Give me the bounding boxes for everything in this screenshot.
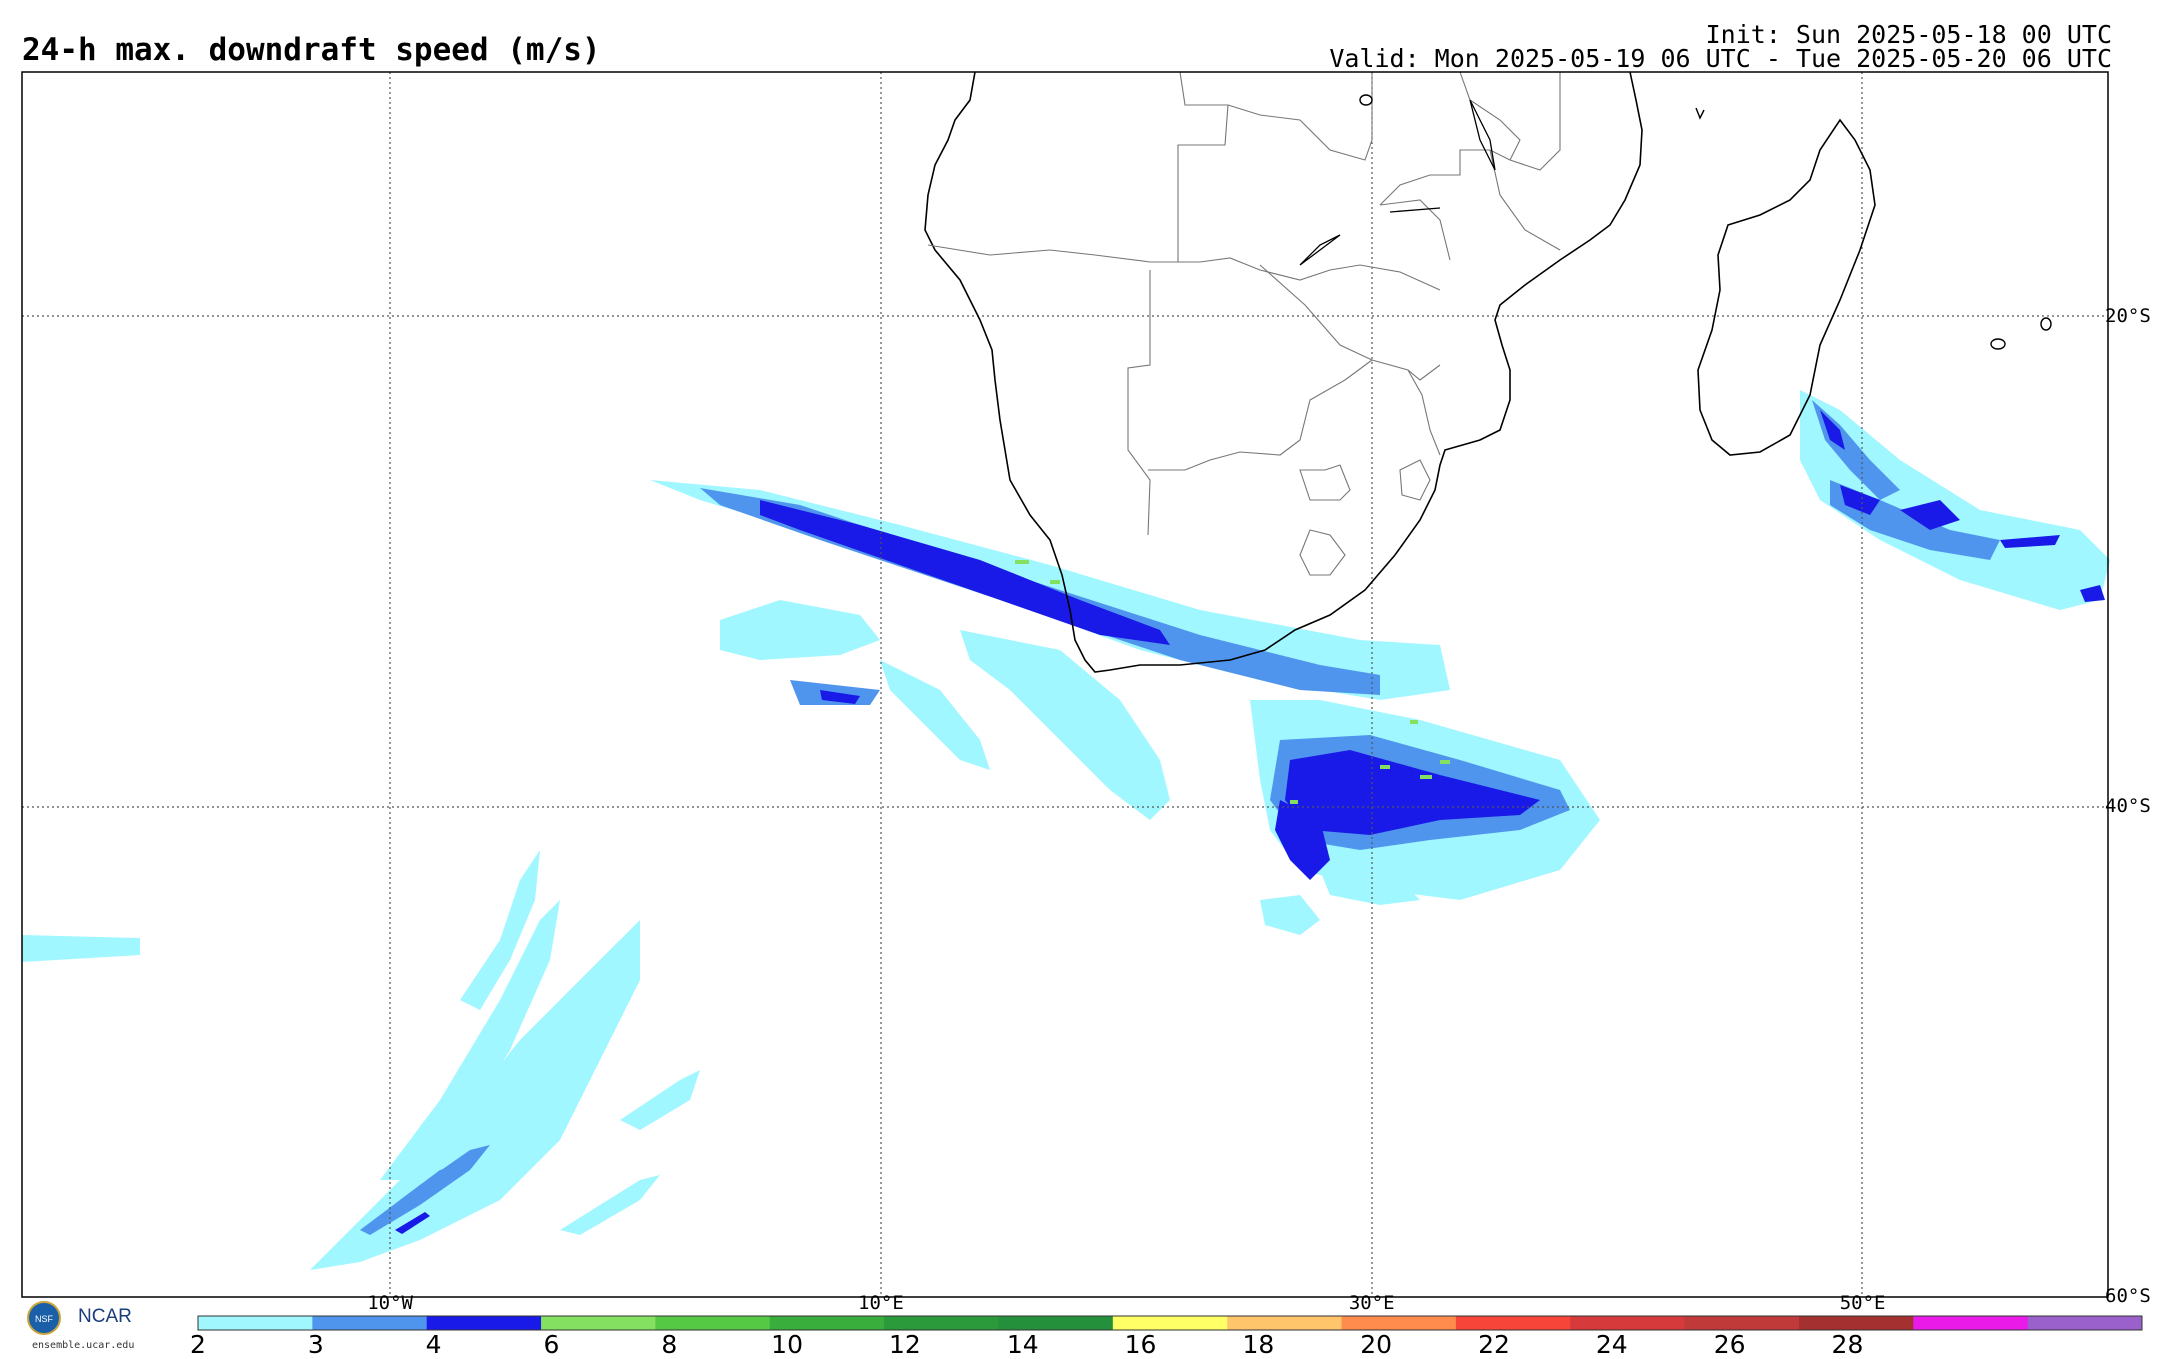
colorbar-tick-label: 3 xyxy=(307,1330,324,1359)
lat-label: 60°S xyxy=(2105,1285,2151,1307)
country-borders xyxy=(927,71,1561,576)
colorbar-tick-label: 10 xyxy=(771,1330,803,1359)
colorbar-tick-label: 12 xyxy=(889,1330,921,1359)
colorbar-tick-label: 6 xyxy=(543,1330,560,1359)
nsf-logo-text: NSF xyxy=(35,1314,54,1324)
colorbar-tick-label: 2 xyxy=(190,1330,206,1359)
colorbar-swatch xyxy=(2027,1316,2143,1330)
colorbar-swatch xyxy=(769,1316,885,1330)
colorbar-swatch xyxy=(1913,1316,2029,1330)
colorbar xyxy=(197,1315,2143,1331)
colorbar-swatch xyxy=(541,1316,656,1330)
map-title: 24-h max. downdraft speed (m/s) xyxy=(22,32,601,68)
lon-label: 10°E xyxy=(858,1292,904,1314)
madagascar-coastline xyxy=(1697,118,1876,456)
colorbar-tick-label: 16 xyxy=(1124,1330,1157,1359)
colorbar-swatch xyxy=(426,1316,542,1330)
colorbar-tick-label: 8 xyxy=(661,1330,678,1359)
nsf-logo-icon: NSF xyxy=(27,1301,61,1335)
colorbar-tick-label: 24 xyxy=(1595,1330,1628,1359)
init-time: Init: Sun 2025-05-18 00 UTC xyxy=(1705,20,2112,49)
colorbar-swatch xyxy=(998,1316,1114,1330)
lat-label: 20°S xyxy=(2105,305,2151,327)
colorbar-border xyxy=(197,1315,2143,1331)
colorbar-tick-label: 18 xyxy=(1242,1330,1275,1359)
colorbar-swatch xyxy=(655,1316,771,1330)
colorbar-swatch xyxy=(198,1316,313,1330)
colorbar-swatch xyxy=(1570,1316,1686,1330)
lat-lon-grid xyxy=(22,72,2108,1297)
colorbar-swatch xyxy=(1798,1316,1914,1330)
colorbar-swatch xyxy=(1112,1316,1228,1330)
africa-coastline xyxy=(924,71,1643,673)
lakes xyxy=(1299,99,1496,266)
colorbar-tick-label: 14 xyxy=(1006,1330,1039,1359)
colorbar-swatch xyxy=(1227,1316,1343,1330)
colorbar-swatch xyxy=(1455,1316,1571,1330)
valid-time: Valid: Mon 2025-05-19 06 UTC - Tue 2025-… xyxy=(1329,44,2112,73)
site-url: ensemble.ucar.edu xyxy=(32,1340,135,1351)
downdraft-field xyxy=(22,390,2110,1270)
colorbar-tick-label: 20 xyxy=(1360,1330,1393,1359)
lat-label: 40°S xyxy=(2105,795,2151,817)
colorbar-swatch xyxy=(312,1316,428,1330)
colorbar-tick-label: 28 xyxy=(1831,1330,1864,1359)
colorbar-tick-label: 4 xyxy=(425,1330,442,1359)
islands xyxy=(1359,94,2052,350)
lon-label: 10°W xyxy=(367,1292,413,1314)
lon-label: 30°E xyxy=(1348,1292,1395,1314)
colorbar-swatch xyxy=(1341,1316,1457,1330)
colorbar-swatch xyxy=(884,1316,999,1330)
colorbar-tick-label: 26 xyxy=(1713,1330,1746,1359)
ncar-logo: NCAR xyxy=(78,1306,132,1327)
colorbar-swatch xyxy=(1684,1316,1800,1330)
lon-label: 50°E xyxy=(1839,1292,1886,1314)
colorbar-tick-label: 22 xyxy=(1478,1330,1510,1359)
map-frame xyxy=(21,71,2109,1298)
